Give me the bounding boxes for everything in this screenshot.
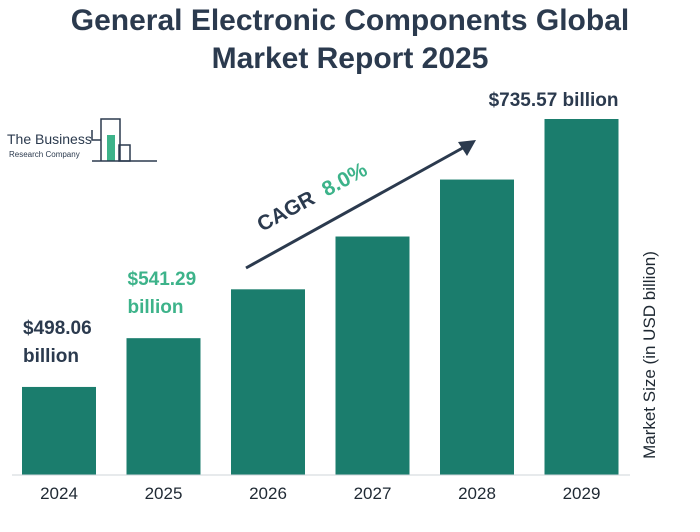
x-tick-label: 2028 xyxy=(458,484,496,503)
bar-2024 xyxy=(22,386,96,475)
data-label-2029: $735.57 billion xyxy=(489,90,619,111)
cagr-value: 8.0% xyxy=(318,158,371,201)
bar-2028 xyxy=(440,179,514,475)
x-tick-label: 2024 xyxy=(40,484,78,503)
x-tick-label: 2029 xyxy=(563,484,601,503)
logo-text-line2: Research Company xyxy=(9,150,80,159)
logo-text-line1: The Business xyxy=(7,131,92,147)
bar-2029 xyxy=(544,119,619,475)
cagr-arrow xyxy=(245,140,476,270)
logo-bars-icon xyxy=(91,118,157,162)
x-tick-label: 2025 xyxy=(145,484,183,503)
title-line-2: Market Report 2025 xyxy=(211,42,489,75)
title-line-1: General Electronic Components Global xyxy=(70,4,630,37)
cagr-annotation: CAGR 8.0% xyxy=(253,158,371,236)
data-label-2024: $498.06 billion xyxy=(23,318,92,367)
x-tick-label: 2026 xyxy=(249,484,287,503)
company-logo: The Business Research Company xyxy=(0,108,165,170)
x-tick-label: 2027 xyxy=(354,484,392,503)
bar-2026 xyxy=(231,289,305,475)
chart-title: General Electronic Components Global Mar… xyxy=(0,2,700,78)
cagr-label: CAGR xyxy=(253,187,318,237)
bar-2025 xyxy=(126,338,201,475)
y-axis-label: Market Size (in USD billion) xyxy=(640,251,659,459)
data-label-2025: $541.29 billion xyxy=(128,269,197,318)
bar-2027 xyxy=(335,236,410,475)
